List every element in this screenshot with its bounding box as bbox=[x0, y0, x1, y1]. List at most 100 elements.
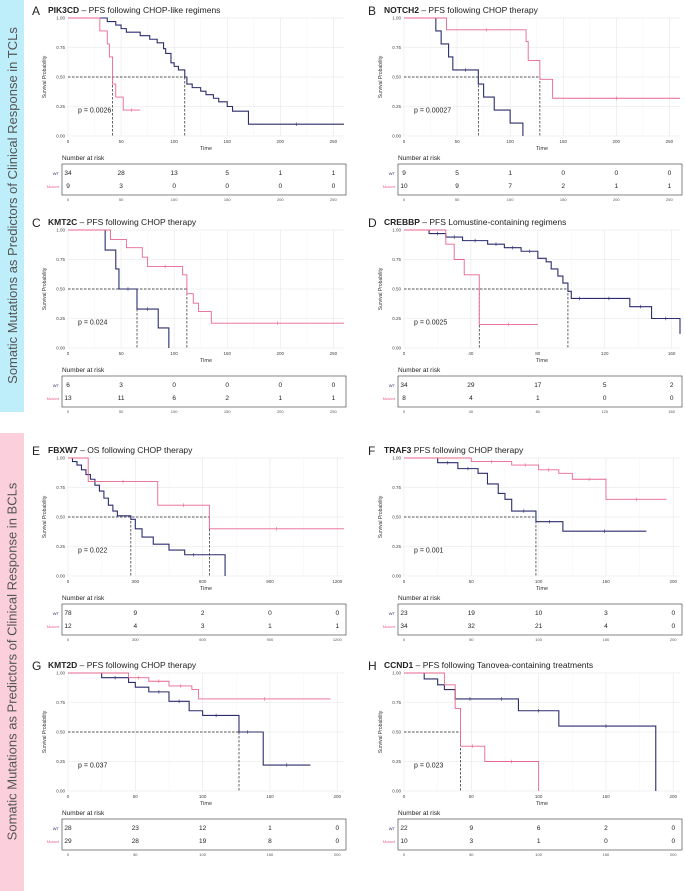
panel-letter: G bbox=[32, 659, 42, 673]
risk-wt-count: 19 bbox=[468, 610, 476, 617]
y-tick-label: 0.50 bbox=[56, 75, 65, 80]
risk-mutant-count: 0 bbox=[670, 395, 674, 402]
risk-x-tick-label: 250 bbox=[330, 409, 337, 414]
y-tick-label: 0.25 bbox=[56, 104, 65, 109]
x-tick-label: 100 bbox=[535, 579, 543, 584]
risk-x-tick-label: 0 bbox=[67, 197, 70, 202]
x-tick-label: 120 bbox=[601, 351, 609, 356]
risk-x-tick-label: 50 bbox=[469, 637, 474, 642]
y-tick-label: 1.00 bbox=[392, 16, 401, 21]
y-tick-label: 0.00 bbox=[56, 134, 65, 139]
risk-wt-count: 17 bbox=[534, 382, 542, 389]
km-chart-svg: 0.000.250.500.751.000 50 100 150 200 250Survi… bbox=[42, 228, 347, 414]
risk-wt-count: 0 bbox=[614, 170, 618, 177]
risk-mutant-count: 1 bbox=[668, 183, 672, 190]
risk-wt-count: 0 bbox=[671, 610, 675, 617]
x-axis-label: Time bbox=[200, 801, 212, 807]
risk-mutant-count: 19 bbox=[199, 838, 207, 845]
panel-title: TRAF3 PFS following CHOP therapy bbox=[384, 445, 523, 455]
risk-mutant-count: 10 bbox=[400, 183, 408, 190]
risk-mutant-count: 7 bbox=[508, 183, 512, 190]
risk-mutant-count: 11 bbox=[118, 395, 125, 402]
risk-mutant-label: Mutant bbox=[383, 184, 396, 189]
risk-table-box bbox=[397, 603, 683, 636]
gene-name: CCND1 bbox=[384, 660, 414, 670]
risk-wt-count: 2 bbox=[670, 382, 674, 389]
x-tick-label: 150 bbox=[223, 139, 231, 144]
risk-wt-count: 22 bbox=[400, 825, 408, 832]
p-value: p = 0.037 bbox=[78, 762, 107, 769]
panel-letter: A bbox=[32, 4, 41, 18]
risk-x-tick-label: 100 bbox=[507, 197, 514, 202]
risk-x-tick-label: 150 bbox=[560, 197, 567, 202]
risk-mutant-count: 2 bbox=[561, 183, 565, 190]
gene-name: TRAF3 bbox=[384, 445, 412, 455]
y-tick-label: 0.50 bbox=[56, 515, 65, 520]
risk-table-box bbox=[61, 603, 347, 636]
risk-x-tick-label: 50 bbox=[133, 852, 138, 857]
risk-mutant-count: 0 bbox=[225, 183, 229, 190]
risk-wt-count: 9 bbox=[470, 825, 474, 832]
risk-wt-label: WT bbox=[53, 383, 60, 388]
title-rest: – PFS Lomustine-containing regimens bbox=[419, 217, 567, 227]
risk-x-tick-label: 100 bbox=[171, 409, 178, 414]
risk-wt-count: 1 bbox=[508, 170, 512, 177]
panel-letter: B bbox=[368, 4, 377, 18]
x-axis-label: Time bbox=[536, 358, 548, 364]
risk-wt-count: 29 bbox=[467, 382, 475, 389]
x-tick-label: 50 bbox=[119, 351, 125, 356]
x-tick-label: 100 bbox=[506, 139, 514, 144]
risk-x-tick-label: 160 bbox=[668, 409, 675, 414]
risk-mutant-count: 0 bbox=[332, 183, 336, 190]
risk-table-title: Number at risk bbox=[398, 367, 441, 374]
mutant-survival-curve bbox=[68, 457, 344, 530]
y-tick-label: 0.75 bbox=[392, 45, 401, 50]
risk-mutant-count: 0 bbox=[604, 838, 608, 845]
gene-name: CREBBP bbox=[384, 217, 420, 227]
risk-x-tick-label: 200 bbox=[613, 197, 620, 202]
risk-x-tick-label: 200 bbox=[670, 637, 677, 642]
x-tick-label: 200 bbox=[277, 139, 285, 144]
y-tick-label: 0.00 bbox=[56, 574, 65, 579]
km-panel-h: H CCND1 – PFS following Tanovea-containin… bbox=[368, 659, 683, 873]
p-value: p = 0.023 bbox=[414, 762, 443, 769]
risk-mutant-count: 3 bbox=[201, 623, 205, 630]
x-tick-label: 200 bbox=[670, 794, 678, 799]
panel-letter: H bbox=[368, 659, 377, 673]
risk-mutant-label: Mutant bbox=[47, 839, 60, 844]
risk-table-title: Number at risk bbox=[62, 155, 105, 162]
grid bbox=[403, 17, 680, 137]
mutant-survival-curve bbox=[404, 229, 538, 325]
y-axis-label: Survival Probability bbox=[42, 710, 48, 753]
risk-mutant-count: 10 bbox=[400, 838, 408, 845]
risk-table-box bbox=[397, 375, 683, 408]
risk-mutant-label: Mutant bbox=[47, 184, 60, 189]
risk-mutant-label: Mutant bbox=[47, 396, 60, 401]
risk-mutant-label: Mutant bbox=[383, 839, 396, 844]
x-axis-label: Time bbox=[536, 146, 548, 152]
x-tick-label: 300 bbox=[132, 579, 140, 584]
risk-wt-label: WT bbox=[389, 826, 396, 831]
x-tick-label: 0 bbox=[67, 351, 70, 356]
km-chart-svg: 0.000.250.500.751.000 50 100 150 200 250Survi… bbox=[42, 16, 347, 202]
risk-wt-count: 3 bbox=[119, 382, 123, 389]
panel-title: KMT2D – PFS following CHOP therapy bbox=[48, 660, 196, 670]
x-tick-label: 100 bbox=[170, 139, 178, 144]
risk-mutant-label: Mutant bbox=[383, 624, 396, 629]
panel-title: FBXW7 – OS following CHOP therapy bbox=[48, 445, 192, 455]
km-panel-b: B NOTCH2 – PFS following CHOP therapy 0.00… bbox=[368, 4, 683, 218]
risk-table-box bbox=[397, 163, 683, 196]
risk-x-tick-label: 100 bbox=[171, 197, 178, 202]
gene-name: NOTCH2 bbox=[384, 5, 419, 15]
risk-wt-count: 78 bbox=[64, 610, 72, 617]
risk-mutant-count: 13 bbox=[64, 395, 72, 402]
x-tick-label: 100 bbox=[199, 794, 207, 799]
km-chart-svg: 0.000.250.500.751.000 50 100 150 200 250Survi… bbox=[378, 16, 683, 202]
risk-table-box bbox=[61, 163, 347, 196]
risk-x-tick-label: 250 bbox=[330, 197, 337, 202]
risk-mutant-count: 32 bbox=[468, 623, 476, 630]
x-tick-label: 0 bbox=[403, 579, 406, 584]
y-axis-label: Survival Probability bbox=[378, 495, 384, 538]
risk-mutant-count: 0 bbox=[671, 838, 675, 845]
mutant-survival-curve bbox=[68, 672, 331, 700]
